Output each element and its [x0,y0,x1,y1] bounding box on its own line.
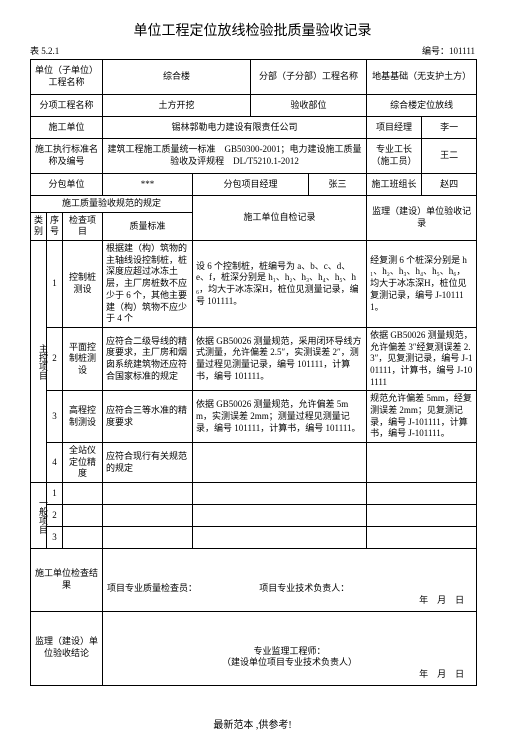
row4-self [193,443,367,483]
row2-super: 依据 GB50026 测量规范，允许偏差 3″经复测误差 2.3″，见复测记录，… [367,327,477,390]
g2-std [103,505,193,527]
row2-std: 应符合二级导线的精度要求，主厂房和烟囱系统建筑物还应符合国家标准的规定 [103,327,193,390]
hdr-sub-proj-label: 分部（子分部）工程名称 [251,60,367,95]
hdr-accept-part-label: 验收部位 [251,95,367,117]
hdr-item-proj-val: 土方开挖 [103,95,251,117]
col-seq: 序号 [47,212,63,240]
row4-item: 全站仪定位精度 [63,443,103,483]
hdr-item-proj-label: 分项工程名称 [31,95,103,117]
table-meta: 表 5.2.1 编号：101111 [30,44,475,57]
g1-super [367,483,477,505]
g3-seq: 3 [47,527,63,549]
row3-seq: 3 [47,391,63,443]
conclusion-label: 监理（建设）单位验收结论 [31,611,103,685]
g3-item [63,527,103,549]
doc-no: 编号：101111 [422,44,475,57]
tech-resp-label: 项目专业技术负责人： [259,583,349,593]
row2-self: 依据 GB50026 测量规范，采用闭环导线方式测量，允许偏差 2.5″，实测误… [193,327,367,390]
col-item: 检查项目 [63,212,103,240]
date2: 年 月 日 [107,669,472,681]
section-general: 一般项目 [31,483,47,549]
g1-self [193,483,367,505]
row1-item: 控制桩测设 [63,241,103,328]
row1-std: 根据建（构）筑物的主轴线设控制桩，桩深度应超过冰冻土层，主厂房桩数不应少于 6 … [103,241,193,328]
owner-resp-label: （建设单位项目专业技术负责人） [222,657,357,667]
hdr-contractor-label: 施工单位 [31,117,103,139]
g3-super [367,527,477,549]
row4-std: 应符合现行有关规范的规定 [103,443,193,483]
row1-self: 设 6 个控制桩，桩编号为 a、b、c、d、e、f，桩深分别是 h₁、h₂、h₃… [193,241,367,328]
hdr-sub-proj-val: 地基基础（无支护土方） [367,60,477,95]
row1-seq: 1 [47,241,63,328]
g3-self [193,527,367,549]
hdr-foreman-label: 专业工长（施工员） [367,139,422,174]
row3-item: 高程控制测设 [63,391,103,443]
col-self: 施工单位自检记录 [193,196,367,241]
g2-super [367,505,477,527]
table-no: 表 5.2.1 [30,44,59,57]
hdr-unit-proj-label: 单位（子单位）工程名称 [31,60,103,95]
row4-super [367,443,477,483]
g2-item [63,505,103,527]
main-table: 单位（子单位）工程名称 综合楼 分部（子分部）工程名称 地基基础（无支护土方） … [30,59,477,686]
conclusion-area: 专业监理工程师： （建设单位项目专业技术负责人） 年 月 日 [103,611,477,685]
hdr-team-label: 施工班组长 [367,174,422,196]
hdr-unit-proj-val: 综合楼 [103,60,251,95]
row4-seq: 4 [47,443,63,483]
row3-super: 规范允许偏差 5mm，经复测误差 2mm；见复测记录，编号 J-101111，计… [367,391,477,443]
hdr-team-val: 赵四 [422,174,477,196]
row3-self: 依据 GB50026 测量规范，允许偏差 5mm，实测误差 2mm；测量过程见测… [193,391,367,443]
g3-std [103,527,193,549]
g1-item [63,483,103,505]
g2-seq: 2 [47,505,63,527]
hdr-pm-val: 李一 [422,117,477,139]
qc-sig-label: 项目专业质量检查员： [107,583,197,593]
hdr-std-val: 建筑工程施工质量统一标准 GB50300-2001；电力建设施工质量验收及评规程… [103,139,367,174]
supervisor-sig-label: 专业监理工程师： [254,646,326,656]
section-main: 主控项目 [31,241,47,483]
col-type: 类别 [31,212,47,240]
hdr-subpm-label: 分包项目经理 [193,174,309,196]
hdr-sub-label: 分包单位 [31,174,103,196]
col-spec: 施工质量验收规范的规定 [31,196,193,213]
result-area: 项目专业质量检查员： 项目专业技术负责人： 年 月 日 [103,549,477,611]
hdr-contractor-val: 锡林郭勒电力建设有限责任公司 [103,117,367,139]
page-footer: 最新范本 ,供参考! [30,716,475,731]
hdr-subpm-val: 张三 [309,174,367,196]
hdr-std-label: 施工执行标准名称及编号 [31,139,103,174]
g1-std [103,483,193,505]
doc-title: 单位工程定位放线检验批质量验收记录 [30,20,475,40]
result-label: 施工单位检查结果 [31,549,103,611]
date1: 年 月 日 [107,595,472,607]
col-super: 监理（建设）单位验收记录 [367,196,477,241]
g2-self [193,505,367,527]
hdr-foreman-val: 王二 [422,139,477,174]
hdr-pm-label: 项目经理 [367,117,422,139]
row3-std: 应符合三等水准的精度要求 [103,391,193,443]
row1-super: 经复测 6 个桩深分别是 h₁、h₂、h₃、h₄、h₅、h₆，均大于冰冻深H，桩… [367,241,477,328]
g1-seq: 1 [47,483,63,505]
hdr-sub-val: *** [103,174,193,196]
row2-item: 平面控制桩测设 [63,327,103,390]
col-std: 质量标准 [103,212,193,240]
row2-seq: 2 [47,327,63,390]
hdr-accept-part-val: 综合楼定位放线 [367,95,477,117]
